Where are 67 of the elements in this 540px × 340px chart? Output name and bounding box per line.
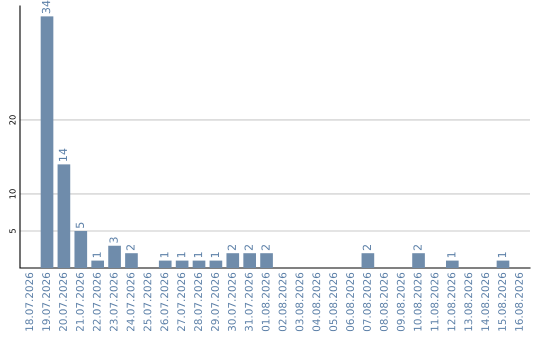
x-tick-label: 20.07.2026 bbox=[59, 272, 67, 332]
bar bbox=[74, 230, 88, 268]
bar bbox=[91, 260, 104, 268]
y-tick-label: 20 bbox=[9, 115, 16, 125]
data-label: 2 bbox=[244, 245, 253, 250]
data-label: 3 bbox=[109, 237, 118, 243]
x-tick-label: 19.07.2026 bbox=[42, 272, 50, 331]
bar bbox=[210, 260, 222, 268]
x-tick-label: 01.08.2026 bbox=[262, 272, 270, 332]
data-label: 1 bbox=[194, 252, 202, 258]
x-tick-label: 11.08.2026 bbox=[430, 272, 438, 331]
x-tick-label: 12.08.2026 bbox=[447, 272, 456, 331]
bar bbox=[108, 246, 121, 268]
data-label: 2 bbox=[126, 245, 135, 250]
bar bbox=[412, 253, 425, 268]
x-tick-label: 09.08.2026 bbox=[396, 272, 405, 332]
x-tick-label: 15.08.2026 bbox=[498, 272, 506, 331]
data-label: 5 bbox=[76, 222, 84, 228]
x-tick-label: 21.07.2026 bbox=[76, 272, 84, 332]
bar bbox=[260, 253, 273, 268]
y-tick-label: 10 bbox=[9, 189, 16, 198]
bar bbox=[158, 260, 172, 268]
x-tick-label: 18.07.2026 bbox=[25, 272, 34, 331]
data-label: 2 bbox=[261, 245, 270, 250]
bar bbox=[125, 253, 138, 268]
x-tick-label: 26.07.2026 bbox=[160, 272, 168, 332]
data-label: 1 bbox=[498, 252, 506, 258]
x-tick-label: 29.07.2026 bbox=[211, 272, 219, 332]
data-label: 2 bbox=[362, 245, 371, 250]
x-tick-label: 10.08.2026 bbox=[414, 272, 422, 331]
x-tick-label: 25.07.2026 bbox=[143, 272, 152, 332]
bar bbox=[176, 260, 188, 268]
x-tick-label: 28.07.2026 bbox=[194, 272, 202, 332]
x-tick-label: 24.07.2026 bbox=[126, 272, 134, 332]
x-tick-label: 30.07.2026 bbox=[228, 272, 236, 332]
x-tick-label: 31.07.2026 bbox=[244, 272, 253, 332]
x-tick-label: 27.07.2026 bbox=[177, 272, 186, 332]
data-label: 1 bbox=[210, 252, 219, 258]
bar bbox=[226, 253, 240, 268]
x-tick-label: 03.08.2026 bbox=[295, 272, 304, 332]
bar bbox=[446, 260, 459, 268]
x-tick-label: 14.08.2026 bbox=[481, 272, 490, 331]
x-tick-label: 05.08.2026 bbox=[329, 272, 338, 332]
x-tick-label: 07.08.2026 bbox=[363, 272, 371, 332]
bar bbox=[192, 260, 206, 268]
bar bbox=[40, 16, 54, 268]
data-label: 1 bbox=[92, 252, 101, 258]
bar bbox=[243, 253, 256, 268]
data-label: 34 bbox=[42, 0, 50, 14]
bar bbox=[362, 253, 374, 268]
x-tick-label: 06.08.2026 bbox=[346, 272, 354, 332]
y-tick-label: 5 bbox=[9, 229, 16, 233]
x-tick-label: 22.07.2026 bbox=[92, 272, 101, 332]
x-tick-label: 02.08.2026 bbox=[278, 272, 286, 332]
x-tick-label: 23.07.2026 bbox=[110, 272, 118, 332]
data-label: 14 bbox=[58, 148, 67, 161]
x-tick-label: 04.08.2026 bbox=[312, 272, 320, 332]
data-label: 1 bbox=[177, 252, 186, 258]
data-label: 1 bbox=[447, 252, 456, 258]
x-tick-label: 13.08.2026 bbox=[464, 272, 472, 331]
x-tick-label: 16.08.2026 bbox=[515, 272, 523, 331]
data-label: 2 bbox=[228, 245, 236, 250]
data-label: 2 bbox=[413, 245, 422, 250]
bar bbox=[496, 260, 510, 268]
x-tick-label: 08.08.2026 bbox=[380, 272, 388, 332]
data-label: 1 bbox=[160, 252, 168, 258]
bar bbox=[58, 164, 70, 268]
